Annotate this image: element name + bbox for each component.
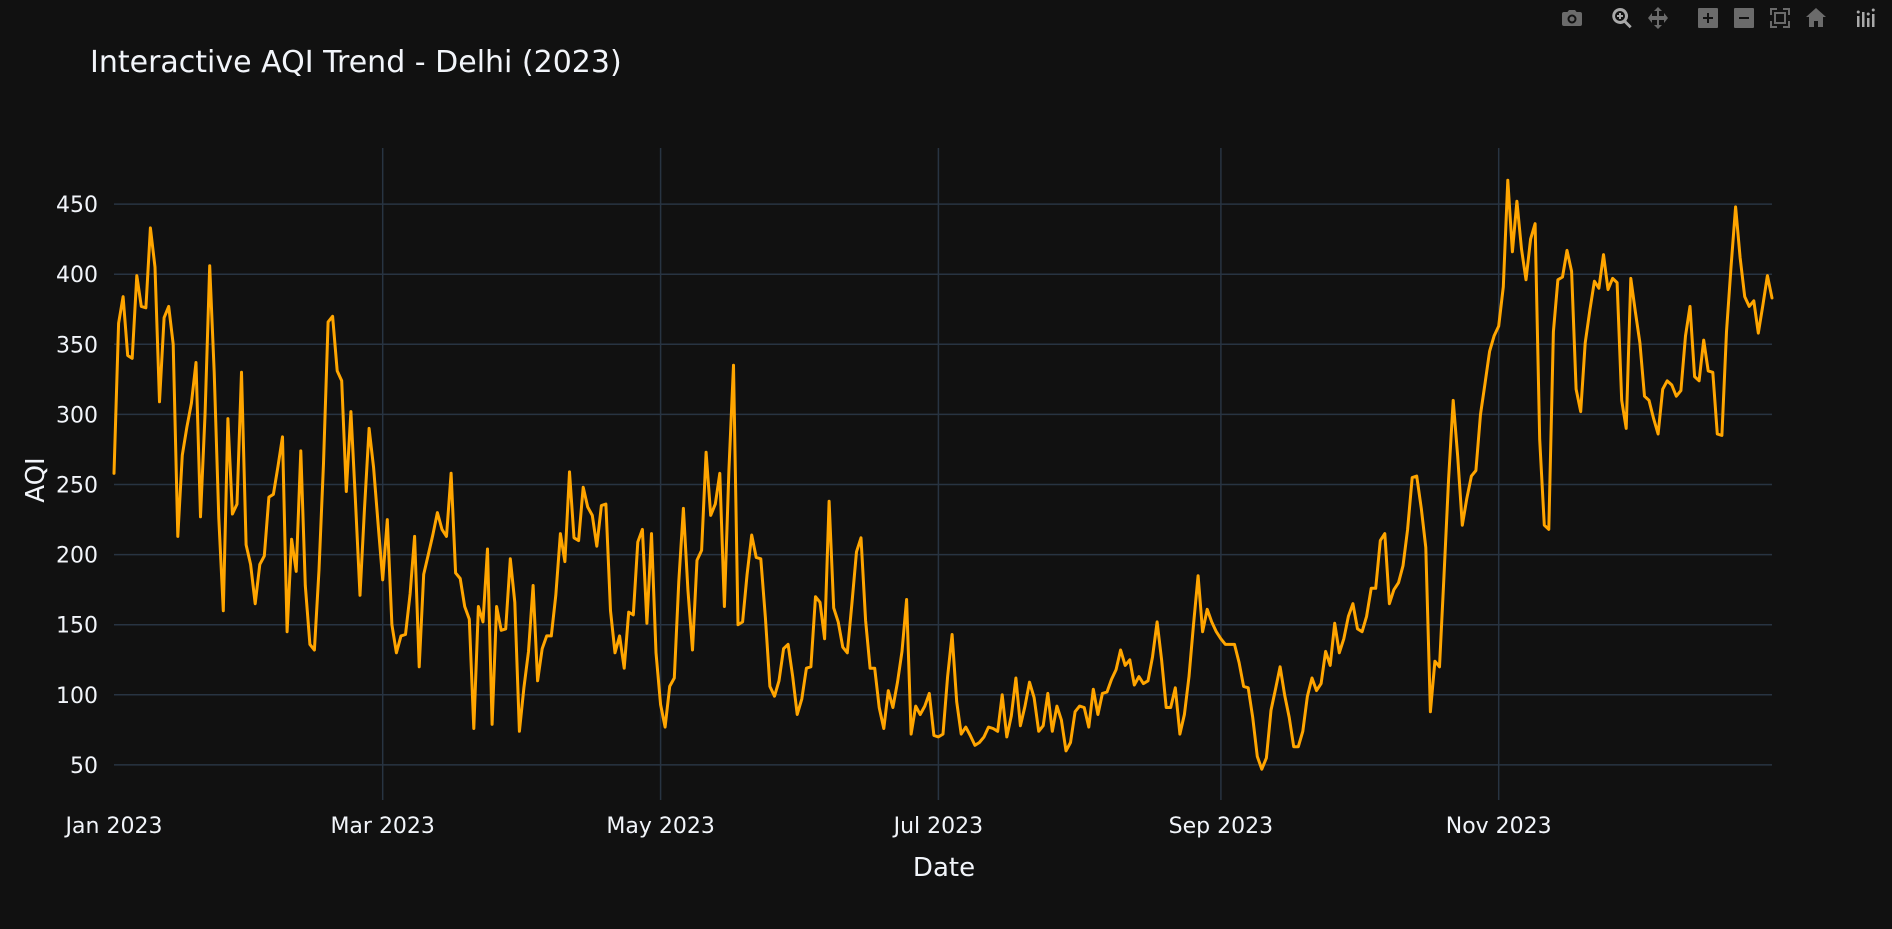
modebar-group-drag (1604, 4, 1676, 32)
pan-button[interactable] (1640, 4, 1676, 32)
y-tick-label-100: 100 (56, 684, 98, 709)
zoom-in-button[interactable] (1690, 4, 1726, 32)
zoom-out-button[interactable] (1726, 4, 1762, 32)
download-plot-button[interactable] (1554, 4, 1590, 32)
plotly-logo-button[interactable] (1848, 4, 1884, 32)
x-tick-label-2023-03-01: Mar 2023 (330, 814, 435, 839)
modebar-group-zoom (1690, 4, 1834, 32)
pan-icon (1648, 7, 1668, 29)
modebar-group-export (1554, 4, 1590, 32)
x-tick-labels: Jan 2023 Mar 2023 May 2023 Jul 2023 Sep 2023… (64, 814, 1552, 839)
series-layer (112, 178, 1774, 771)
chart-title: Interactive AQI Trend - Delhi (2023) (90, 45, 622, 80)
modebar-group-logo (1848, 4, 1884, 32)
reset-axes-button[interactable] (1798, 4, 1834, 32)
y-axis-title: AQI (21, 457, 51, 502)
y-tick-label-250: 250 (56, 474, 98, 499)
y-gridlines (114, 203, 1772, 766)
x-tick-label-2023-11-01: Nov 2023 (1446, 814, 1552, 839)
autoscale-icon (1770, 8, 1790, 28)
zoom-button[interactable] (1604, 4, 1640, 32)
x-tick-label-2023-01-01: Jan 2023 (64, 814, 163, 839)
x-tick-label-2023-07-01: Jul 2023 (892, 814, 984, 839)
x-axis-title: Date (913, 853, 975, 883)
x-gridlines (381, 148, 1500, 800)
y-tick-label-50: 50 (70, 754, 98, 779)
y-tick-label-350: 350 (56, 333, 98, 358)
plotly-logo-icon (1856, 8, 1875, 27)
y-tick-label-150: 150 (56, 614, 98, 639)
zoom-icon (1612, 8, 1632, 29)
y-tick-label-300: 300 (56, 403, 98, 428)
x-tick-label-2023-05-01: May 2023 (606, 814, 714, 839)
autoscale-button[interactable] (1762, 4, 1798, 32)
zoom-out-icon (1734, 8, 1754, 28)
zoom-in-icon (1698, 8, 1718, 28)
x-tick-label-2023-09-01: Sep 2023 (1169, 814, 1273, 839)
aqi-series-line[interactable] (112, 178, 1774, 771)
y-tick-label-200: 200 (56, 544, 98, 569)
y-tick-label-400: 400 (56, 263, 98, 288)
reset-axes-icon (1806, 8, 1826, 27)
y-tick-label-450: 450 (56, 193, 98, 218)
camera-icon (1562, 10, 1582, 26)
modebar (1540, 4, 1884, 32)
y-tick-labels: 50 100 150 200 250 300 350 400 450 (56, 193, 98, 779)
